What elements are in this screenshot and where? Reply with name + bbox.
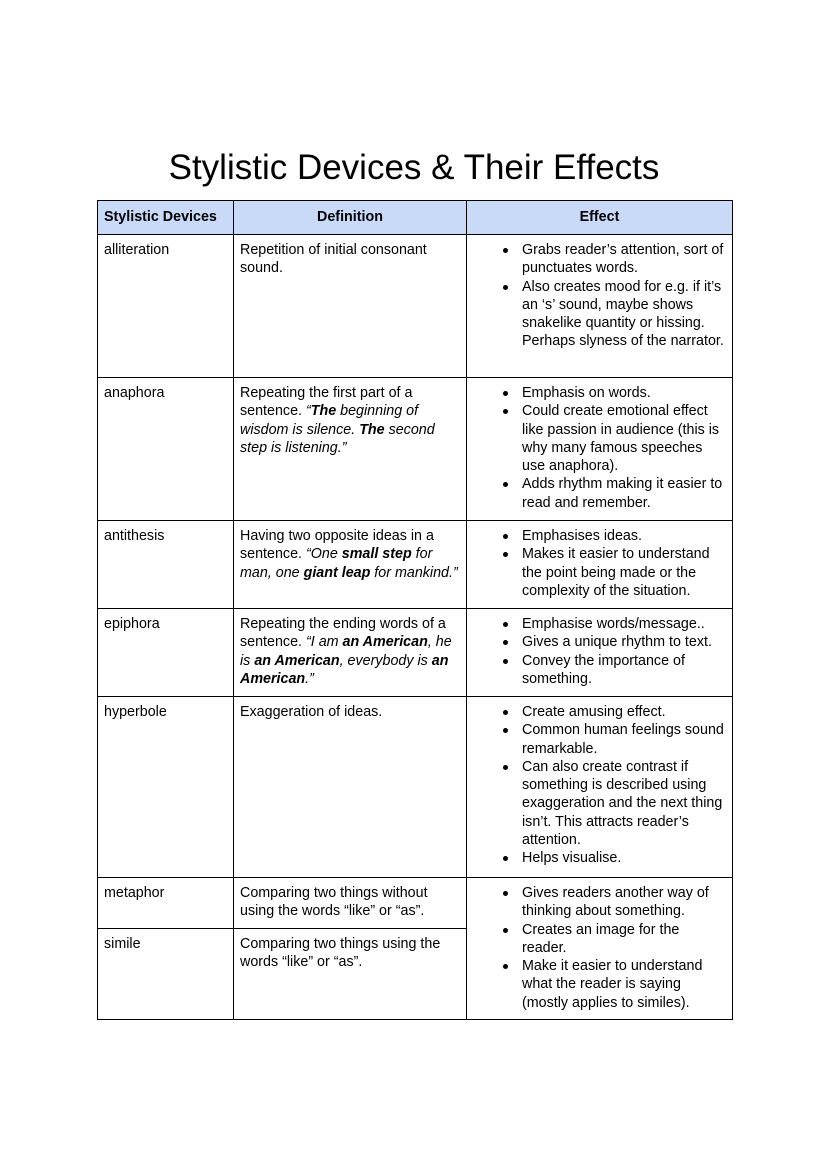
definition-text: for mankind.” xyxy=(370,564,458,581)
effect-item: Common human feelings sound remarkable. xyxy=(503,721,726,758)
definition-text: second step is listening.” xyxy=(240,421,435,456)
stylistic-devices-table: Stylistic Devices Definition Effect alli… xyxy=(97,200,733,1020)
effect-item: Make it easier to understand what the re… xyxy=(503,957,726,1012)
effect-item: Makes it easier to understand the point … xyxy=(503,545,726,600)
table-row: epiphora Repeating the ending words of a … xyxy=(97,608,733,697)
effect-item: Also creates mood for e.g. if it’s an ‘s… xyxy=(503,278,726,351)
effect-list: Gives readers another way of thinking ab… xyxy=(473,884,726,1012)
effect-item: Creates an image for the reader. xyxy=(503,921,726,958)
definition-text: .” xyxy=(305,670,314,687)
effect-item: Emphasise words/message.. xyxy=(503,615,726,633)
table-row: antithesis Having two opposite ideas in a… xyxy=(97,520,733,609)
effect-cell: Emphasises ideas. Makes it easier to unde… xyxy=(466,520,733,609)
effect-list: Grabs reader’s attention, sort of punctu… xyxy=(473,241,726,351)
definition-text: for man, one xyxy=(240,546,433,581)
header-devices: Stylistic Devices xyxy=(97,200,234,235)
definition-text: an American xyxy=(254,652,340,669)
effect-cell: Emphasis on words. Could create emotional… xyxy=(466,377,733,521)
device-cell: antithesis xyxy=(97,520,234,609)
definition-text: an American xyxy=(240,652,449,687)
table-row: metaphor Comparing two things without usi… xyxy=(97,877,733,1020)
definition-text: Repeating the first part of a sentence. xyxy=(240,385,413,420)
table-row: simile Comparing two things using the wor… xyxy=(97,928,733,1020)
definition-text: beginning of wisdom is silence. xyxy=(240,403,419,438)
effect-item: Create amusing effect. xyxy=(503,703,726,721)
effect-item: Gives a unique rhythm to text. xyxy=(503,633,726,651)
definition-cell: Comparing two things without using the w… xyxy=(233,877,467,929)
table-row: anaphora Repeating the first part of a se… xyxy=(97,377,733,521)
effect-list: Emphasises ideas. Makes it easier to unde… xyxy=(473,527,726,600)
device-cell: hyperbole xyxy=(97,696,234,878)
definition-cell: Exaggeration of ideas. xyxy=(233,696,467,878)
effect-item: Emphasis on words. xyxy=(503,384,726,402)
device-cell: anaphora xyxy=(97,377,234,521)
table-row: alliteration Repetition of initial conson… xyxy=(97,234,733,378)
definition-text: The xyxy=(359,421,385,438)
definition-text: , everybody is xyxy=(339,652,432,669)
device-cell: simile xyxy=(97,928,234,1020)
effect-item: Could create emotional effect like passi… xyxy=(503,402,726,475)
effect-cell: Emphasise words/message.. Gives a unique … xyxy=(466,608,733,697)
effect-list: Emphasis on words. Could create emotional… xyxy=(473,384,726,512)
definition-cell: Repeating the ending words of a sentence… xyxy=(233,608,467,697)
effect-item: Adds rhythm making it easier to read and… xyxy=(503,475,726,512)
effect-item: Gives readers another way of thinking ab… xyxy=(503,884,726,921)
definition-text: an American xyxy=(342,634,428,651)
table-header-row: Stylistic Devices Definition Effect xyxy=(97,200,733,235)
effect-cell: Grabs reader’s attention, sort of punctu… xyxy=(466,234,733,378)
definition-text: giant leap xyxy=(303,564,371,581)
effect-item: Convey the importance of something. xyxy=(503,652,726,689)
definition-text: Repetition of initial consonant sound. xyxy=(240,242,427,277)
definition-cell: Comparing two things using the words “li… xyxy=(233,928,467,1020)
definition-cell: Repeating the first part of a sentence. … xyxy=(233,377,467,521)
device-cell: metaphor xyxy=(97,877,234,929)
effect-item: Helps visualise. xyxy=(503,849,726,867)
effect-list: Create amusing effect. Common human feeli… xyxy=(473,703,726,868)
definition-text: Comparing two things without using the w… xyxy=(240,885,428,920)
effect-cell: Create amusing effect. Common human feeli… xyxy=(466,696,733,878)
definition-cell: Repetition of initial consonant sound. xyxy=(233,234,467,378)
definition-text: Repeating the ending words of a sentence… xyxy=(240,616,446,651)
device-cell: epiphora xyxy=(97,608,234,697)
effect-item: Grabs reader’s attention, sort of punctu… xyxy=(503,241,726,278)
definition-text: , he is xyxy=(240,634,452,669)
page-title: Stylistic Devices & Their Effects xyxy=(168,148,660,187)
device-cell: alliteration xyxy=(97,234,234,378)
definition-text: “I am xyxy=(305,634,343,651)
definition-text: The xyxy=(310,403,337,420)
definition-cell: Having two opposite ideas in a sentence.… xyxy=(233,520,467,609)
definition-text: “ xyxy=(305,403,311,420)
effect-item: Can also create contrast if something is… xyxy=(503,758,726,849)
definition-text: Having two opposite ideas in a sentence. xyxy=(240,528,434,563)
definition-text: “One xyxy=(305,546,342,563)
header-effect: Effect xyxy=(466,200,733,235)
definition-text: Exaggeration of ideas. xyxy=(240,704,383,720)
effect-item: Emphasises ideas. xyxy=(503,527,726,545)
definition-text: small step xyxy=(341,546,412,563)
table-row: hyperbole Exaggeration of ideas. Create am… xyxy=(97,696,733,878)
effect-cell: Gives readers another way of thinking ab… xyxy=(466,877,733,1020)
definition-text: Comparing two things using the words “li… xyxy=(240,936,441,971)
effect-list: Emphasise words/message.. Gives a unique … xyxy=(473,615,726,688)
header-definition: Definition xyxy=(233,200,467,235)
